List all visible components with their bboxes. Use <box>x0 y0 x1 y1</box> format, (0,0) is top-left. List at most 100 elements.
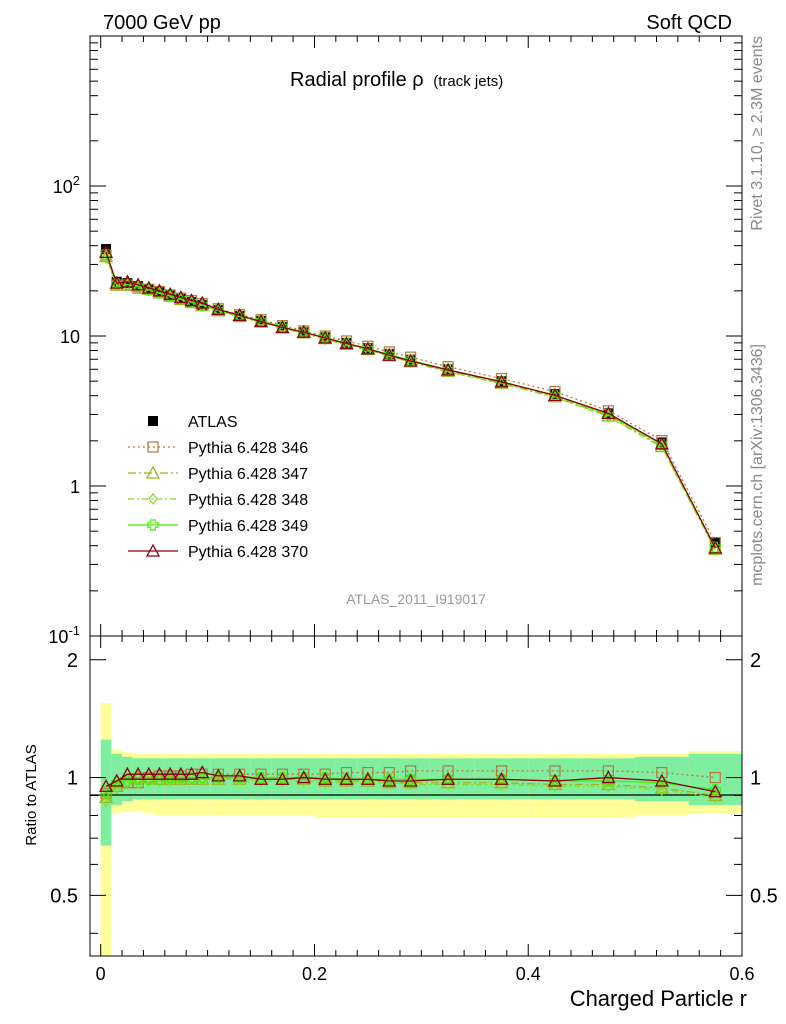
ratio-point-series-4 <box>360 771 375 785</box>
mcplots-info: mcplots.cern.ch [arXiv:1306.3436] <box>749 344 766 586</box>
ratio-point-series-1 <box>403 775 418 789</box>
ratio-point-series-1 <box>339 773 354 787</box>
ratio-point-series-4 <box>131 766 146 780</box>
main-point-series-4 <box>152 283 167 297</box>
ratio-line-series-0 <box>105 770 716 795</box>
legend-label-series-1: Pythia 6.428 347 <box>188 466 308 483</box>
y-tick-label: 102 <box>53 173 80 197</box>
main-point-series-4 <box>131 277 146 291</box>
main-point-series-3 <box>132 281 144 293</box>
rivet-info: Rivet 3.1.10, ≥ 2.3M events <box>749 36 766 231</box>
main-point-series-4 <box>109 275 124 289</box>
legend-marker-series-2 <box>148 493 158 505</box>
main-point-series-4 <box>360 341 375 355</box>
ratio-point-series-4 <box>232 768 247 782</box>
ratio-point-series-4 <box>275 771 290 785</box>
ratio-point-series-1 <box>654 780 669 794</box>
x-tick-label: 0.2 <box>302 964 327 984</box>
ratio-point-series-1 <box>296 771 311 785</box>
ratio-point-series-3 <box>319 771 331 784</box>
ratio-line-series-4 <box>105 771 716 793</box>
legend-marker-data <box>148 416 158 426</box>
main-point-series-0 <box>495 372 508 385</box>
legend-marker-series-1 <box>145 465 161 479</box>
x-axis-label: Charged Particle r <box>570 986 747 1011</box>
chart-title: Radial profile ρ (track jets) <box>290 69 503 91</box>
legend-label-series-2: Pythia 6.428 348 <box>188 492 308 509</box>
ratio-point-series-4 <box>141 766 156 780</box>
legend: ATLAS Pythia 6.428 346 Pythia 6.428 347 Pyt… <box>128 414 308 561</box>
x-tick-label: 0.4 <box>516 964 541 984</box>
main-point-series-4 <box>184 293 199 307</box>
main-point-series-4 <box>339 336 354 350</box>
main-point-series-3 <box>153 287 166 299</box>
ratio-point-series-4 <box>403 773 418 787</box>
main-point-series-3 <box>143 284 155 296</box>
main-point-series-4 <box>601 405 616 420</box>
ratio-point-series-3 <box>255 771 267 784</box>
ratio-point-series-4 <box>109 773 124 787</box>
ratio-point-series-1 <box>318 773 333 787</box>
main-point-series-4 <box>708 540 723 554</box>
ratio-point-series-4 <box>98 778 114 792</box>
ratio-point-series-4 <box>296 770 311 784</box>
x-tick-label: 0.6 <box>729 964 754 984</box>
ratio-point-series-3 <box>405 773 417 785</box>
ratio-point-series-4 <box>601 770 616 784</box>
legend-label-series-0: Pythia 6.428 346 <box>188 440 308 457</box>
ratio-point-series-3 <box>175 771 187 784</box>
ratio-point-series-4 <box>120 766 135 780</box>
ratio-bands <box>100 703 742 956</box>
ratio-point-series-3 <box>111 777 123 789</box>
analysis-label: ATLAS_2011_I919017 <box>346 591 486 607</box>
ratio-series-layer <box>98 765 723 808</box>
ratio-y-tick-label-left: 2 <box>67 650 78 672</box>
main-point-series-4 <box>141 280 156 294</box>
ratio-point-series-1 <box>547 777 563 791</box>
ratio-point-series-4 <box>152 766 167 780</box>
ratio-point-series-1 <box>708 788 723 802</box>
main-point-series-0 <box>602 405 614 417</box>
ratio-point-series-3 <box>164 771 176 784</box>
ratio-point-series-4 <box>253 771 269 785</box>
main-point-series-2 <box>122 279 133 292</box>
main-point-series-3 <box>196 299 208 311</box>
ratio-y-tick-label-right: 2 <box>750 650 761 672</box>
ratio-ticks: 0 0.2 0.4 0.6 0.5 0.5 1 1 2 2 <box>50 636 778 984</box>
main-point-series-4 <box>120 274 135 288</box>
chart-title-sub: (track jets) <box>433 73 503 90</box>
ratio-point-series-3 <box>709 784 721 796</box>
ratio-point-series-4 <box>494 771 509 785</box>
ratio-point-series-4 <box>339 771 354 785</box>
main-point-series-4 <box>173 290 188 304</box>
ratio-point-series-2 <box>101 795 111 808</box>
main-point-series-4 <box>163 286 178 300</box>
legend-marker-series-4 <box>145 543 161 557</box>
ratio-y-tick-label-left: 1 <box>67 768 78 790</box>
ratio-point-series-4 <box>195 765 210 779</box>
main-point-series-2 <box>657 441 667 454</box>
ratio-point-series-1 <box>494 775 509 789</box>
ratio-point-series-2 <box>710 791 721 804</box>
x-tick-label: 0 <box>96 964 106 984</box>
ratio-point-series-3 <box>185 771 198 784</box>
main-point-series-4 <box>253 314 269 328</box>
y-tick-label: 1 <box>70 477 80 497</box>
header-left: 7000 GeV pp <box>103 12 221 34</box>
main-point-series-4 <box>211 302 226 316</box>
ratio-point-series-4 <box>382 773 397 787</box>
legend-marker-series-3 <box>147 519 159 531</box>
ratio-y-tick-label-left: 0.5 <box>50 885 78 907</box>
main-point-series-4 <box>494 374 509 388</box>
main-point-series-4 <box>382 347 397 361</box>
main-point-series-4 <box>654 436 669 450</box>
main-point-series-4 <box>318 330 333 344</box>
ratio-panel: 0 0.2 0.4 0.6 0.5 0.5 1 1 2 2 Ratio to ATLAS Char… <box>23 635 778 1011</box>
main-point-series-4 <box>440 362 456 376</box>
main-series-layer <box>98 244 723 557</box>
main-point-series-4 <box>547 388 563 402</box>
legend-label-series-4: Pythia 6.428 370 <box>188 544 308 561</box>
ratio-ylabel: Ratio to ATLAS <box>23 744 40 845</box>
main-point-series-4 <box>275 320 290 334</box>
